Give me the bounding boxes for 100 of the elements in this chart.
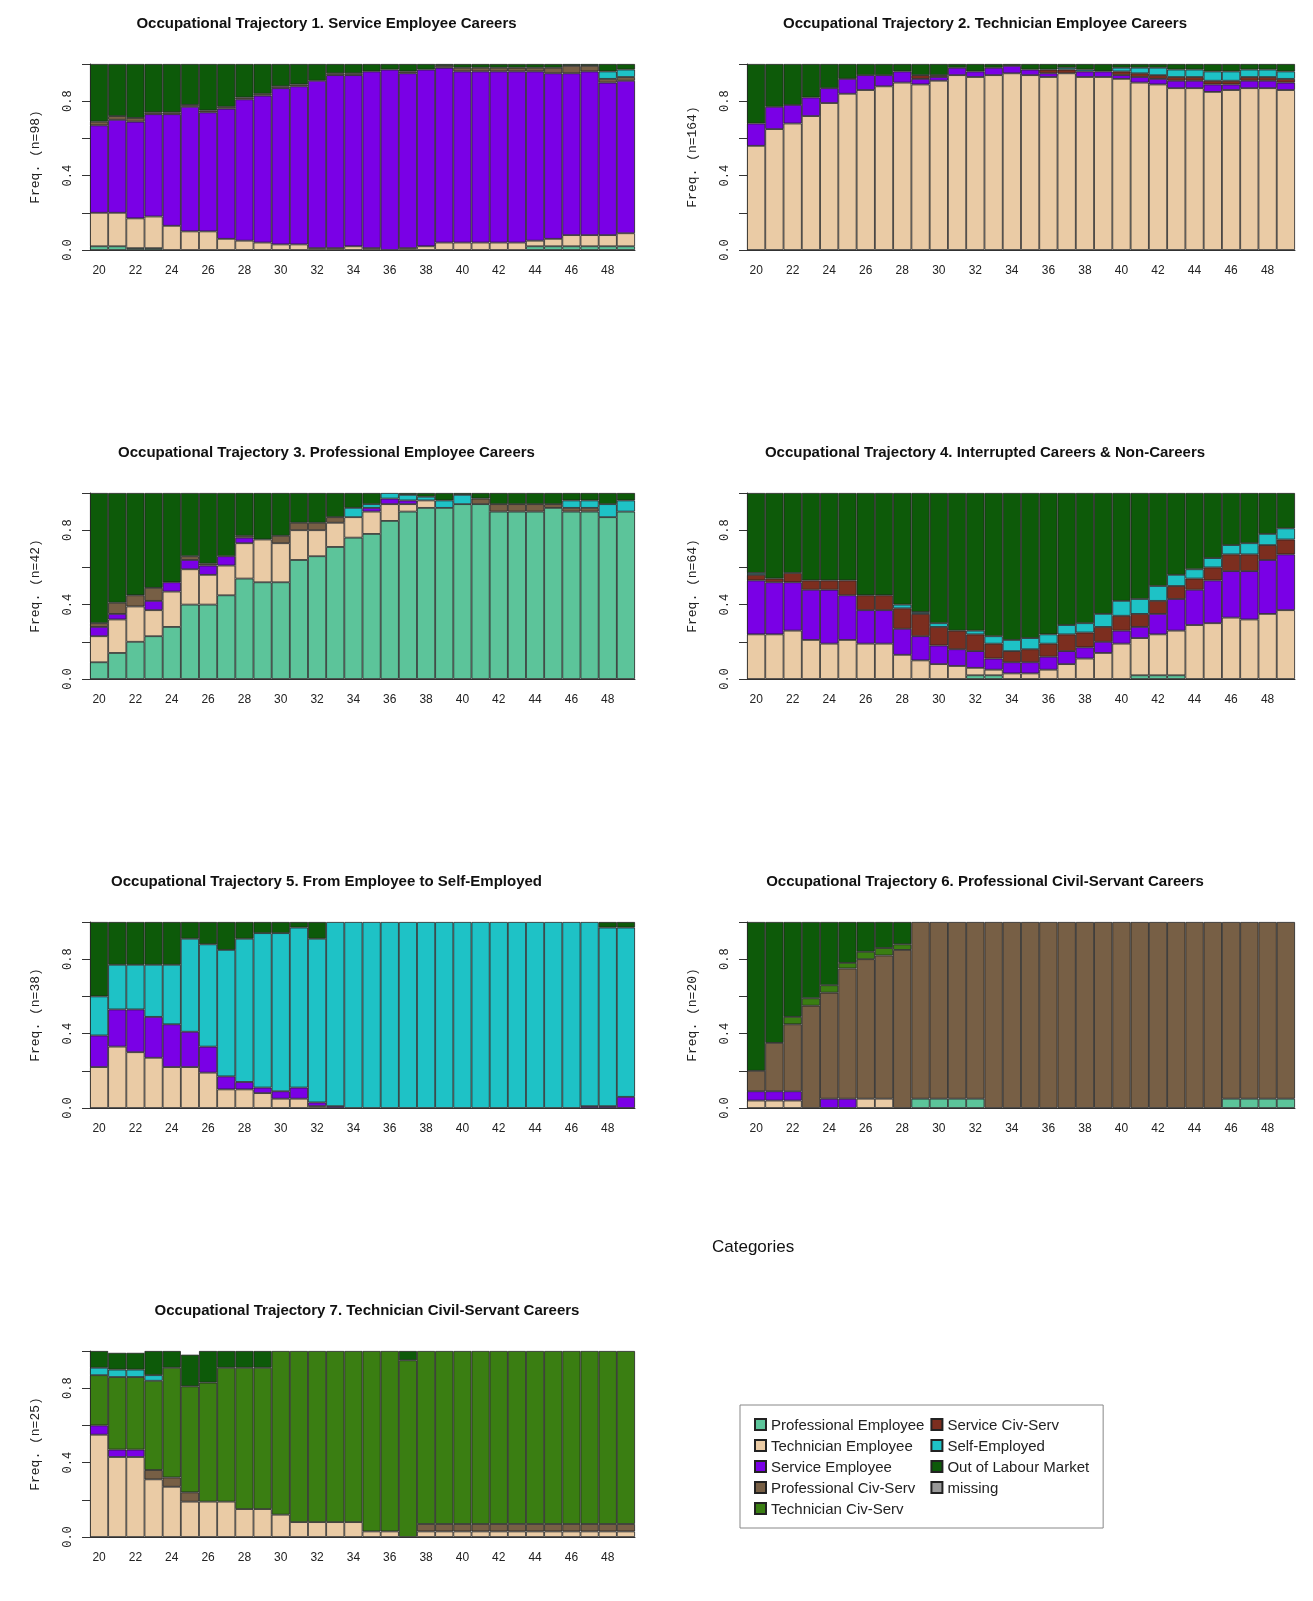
x-tick-label: 36 xyxy=(383,1550,397,1564)
x-tick-label: 40 xyxy=(455,1121,470,1135)
x-tick-label: 26 xyxy=(201,1550,216,1564)
y-tick-label: 0.8 xyxy=(718,948,732,970)
legend-label: Professional Employee xyxy=(771,1416,925,1433)
y-tick-label: 0.4 xyxy=(61,1022,75,1045)
x-tick-label: 40 xyxy=(455,263,470,277)
x-tick-label: 20 xyxy=(92,263,107,277)
y-axis-title: Freq. (n=25) xyxy=(28,1397,43,1491)
x-tick-label: 24 xyxy=(822,263,837,277)
x-tick-label: 26 xyxy=(859,1121,873,1135)
y-tick-label: 0.0 xyxy=(61,1526,75,1548)
x-tick-label: 34 xyxy=(1005,692,1019,706)
y-tick-label: 0.4 xyxy=(718,164,732,187)
y-tick-label: 0.4 xyxy=(61,1451,75,1474)
x-tick-label: 36 xyxy=(383,1121,397,1135)
x-tick-label: 22 xyxy=(785,692,800,706)
x-tick-label: 30 xyxy=(274,1121,288,1135)
y-tick-label: 0.8 xyxy=(61,948,75,970)
x-tick-label: 28 xyxy=(895,692,910,706)
x-tick-label: 44 xyxy=(528,692,543,706)
x-tick-label: 34 xyxy=(1005,1121,1019,1135)
y-tick-label: 0.0 xyxy=(61,668,75,690)
x-tick-label: 42 xyxy=(492,1121,506,1135)
x-tick-label: 30 xyxy=(932,1121,946,1135)
y-tick-label: 0.4 xyxy=(718,593,732,616)
chart-title: Occupational Trajectory 5. From Employee to Self-Employed xyxy=(111,872,542,889)
y-tick-label: 0.4 xyxy=(61,164,75,187)
x-tick-label: 20 xyxy=(749,263,764,277)
x-tick-label: 24 xyxy=(165,692,179,706)
x-tick-label: 40 xyxy=(1114,1121,1129,1135)
x-tick-label: 42 xyxy=(492,692,506,706)
x-tick-label: 34 xyxy=(346,263,361,277)
x-tick-label: 20 xyxy=(92,1121,107,1135)
x-tick-label: 38 xyxy=(1078,263,1092,277)
x-tick-label: 32 xyxy=(968,263,983,277)
x-tick-label: 28 xyxy=(895,263,910,277)
x-tick-label: 40 xyxy=(1114,692,1129,706)
x-tick-label: 44 xyxy=(528,263,543,277)
x-tick-label: 24 xyxy=(165,263,179,277)
x-tick-label: 20 xyxy=(92,692,107,706)
x-tick-label: 34 xyxy=(346,1121,361,1135)
y-axis-title: Freq. (n=42) xyxy=(28,539,43,633)
x-tick-label: 28 xyxy=(237,692,252,706)
legend-label: Professional Civ-Serv xyxy=(771,1479,916,1496)
x-tick-label: 22 xyxy=(128,263,143,277)
y-tick-label: 0.8 xyxy=(61,90,75,112)
x-tick-label: 34 xyxy=(1005,263,1019,277)
x-tick-label: 24 xyxy=(822,1121,837,1135)
x-tick-label: 28 xyxy=(895,1121,910,1135)
x-tick-label: 40 xyxy=(455,1550,470,1564)
x-tick-label: 36 xyxy=(1041,692,1056,706)
x-tick-label: 38 xyxy=(419,692,434,706)
x-tick-label: 32 xyxy=(968,692,983,706)
x-tick-label: 20 xyxy=(92,1550,107,1564)
x-tick-label: 26 xyxy=(859,692,873,706)
y-axis-title: Freq. (n=64) xyxy=(685,539,700,633)
x-tick-label: 24 xyxy=(822,692,837,706)
x-tick-label: 48 xyxy=(601,1121,615,1135)
x-tick-label: 48 xyxy=(601,263,615,277)
x-tick-label: 48 xyxy=(1260,1121,1275,1135)
x-tick-label: 34 xyxy=(346,1550,361,1564)
y-axis-title: Freq. (n=38) xyxy=(28,968,43,1062)
x-tick-label: 46 xyxy=(1224,1121,1239,1135)
x-tick-label: 30 xyxy=(932,692,946,706)
chart-title: Occupational Trajectory 1. Service Employee Careers xyxy=(136,14,517,31)
x-tick-label: 44 xyxy=(1187,1121,1202,1135)
x-tick-label: 22 xyxy=(785,263,800,277)
legend-label: Technician Civ-Serv xyxy=(771,1500,905,1517)
chart-title: Occupational Trajectory 3. Professional Employee Careers xyxy=(118,443,535,460)
x-tick-label: 48 xyxy=(601,692,615,706)
x-tick-label: 30 xyxy=(274,1550,288,1564)
x-tick-label: 46 xyxy=(564,1121,579,1135)
x-tick-label: 40 xyxy=(455,692,470,706)
x-tick-label: 22 xyxy=(128,1121,143,1135)
y-axis-title: Freq. (n=98) xyxy=(28,110,43,204)
x-tick-label: 44 xyxy=(1187,263,1202,277)
x-tick-label: 46 xyxy=(564,692,579,706)
legend-label: Self-Employed xyxy=(947,1437,1045,1454)
x-tick-label: 46 xyxy=(564,263,579,277)
x-tick-label: 30 xyxy=(932,263,946,277)
x-tick-label: 26 xyxy=(201,1121,216,1135)
chart-title: Occupational Trajectory 4. Interrupted Careers & Non-Careers xyxy=(764,443,1206,460)
chart-title: Occupational Trajectory 6. Professional Civil-Servant Careers xyxy=(766,872,1204,889)
y-tick-label: 0.8 xyxy=(61,519,75,541)
x-tick-label: 30 xyxy=(274,692,288,706)
x-tick-label: 32 xyxy=(310,1550,325,1564)
x-tick-label: 38 xyxy=(419,1550,434,1564)
x-tick-label: 26 xyxy=(201,263,216,277)
legend-label: Technician Employee xyxy=(771,1437,913,1454)
x-tick-label: 46 xyxy=(564,1550,579,1564)
x-tick-label: 42 xyxy=(492,1550,506,1564)
x-tick-label: 44 xyxy=(528,1550,543,1564)
x-tick-label: 20 xyxy=(749,692,764,706)
x-tick-label: 38 xyxy=(1078,1121,1092,1135)
x-tick-label: 34 xyxy=(346,692,361,706)
x-tick-label: 36 xyxy=(1041,1121,1056,1135)
y-axis-title: Freq. (n=20) xyxy=(685,968,700,1062)
x-tick-label: 44 xyxy=(1187,692,1202,706)
x-tick-label: 26 xyxy=(859,263,873,277)
